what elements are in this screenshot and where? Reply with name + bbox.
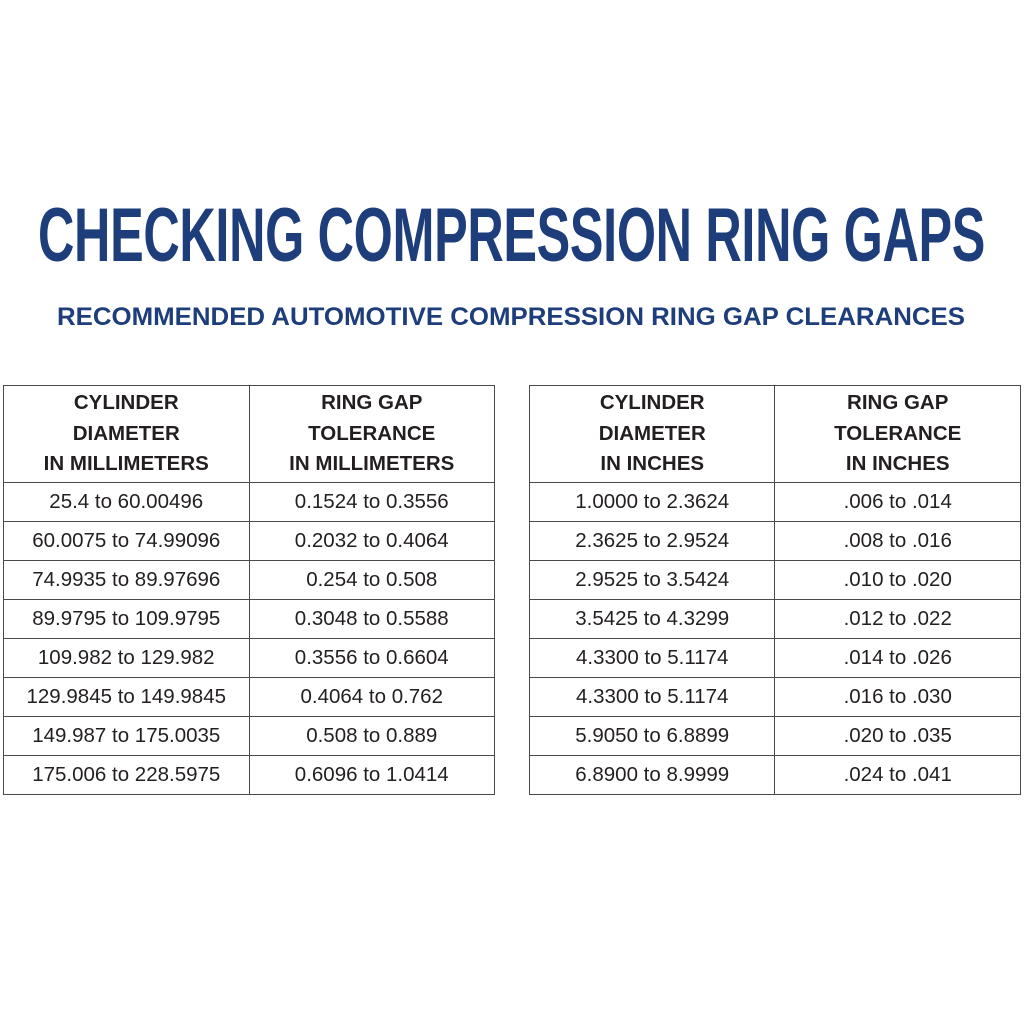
table-row: 3.5425 to 4.3299.012 to .022 <box>528 599 1021 639</box>
inch-table: CYLINDER DIAMETER IN INCHES RING GAP TOLERAN… <box>528 385 1021 795</box>
table-row: 109.982 to 129.982 0.3556 to 0.6604 <box>3 638 495 678</box>
table-row: 6.8900 to 8.9999.024 to .041 <box>528 755 1021 795</box>
column-header-line: IN INCHES <box>845 452 950 476</box>
cylinder-diameter-cell: 5.9050 to 6.8899 <box>528 716 776 756</box>
ring-gap-tolerance-cell: .020 to .035 <box>774 716 1021 756</box>
page-title: CHECKING COMPRESSION RING GAPS <box>38 196 985 276</box>
table-row: 4.3300 to 5.1174.014 to .026 <box>528 638 1021 678</box>
cylinder-diameter-cell: 175.006 to 228.5975 <box>3 755 250 795</box>
table-row: 2.3625 to 2.9524.008 to .016 <box>528 521 1021 561</box>
header-row: CYLINDER DIAMETER IN INCHES RING GAP TOLERAN… <box>528 385 1021 483</box>
ring-gap-tolerance-cell: .012 to .022 <box>774 599 1021 639</box>
ring-gap-tolerance-cell: 0.254 to 0.508 <box>248 560 495 600</box>
ring-gap-tolerance-cell: 0.2032 to 0.4064 <box>248 521 495 561</box>
cylinder-diameter-cell: 89.9795 to 109.9795 <box>3 599 250 639</box>
column-header-line: CYLINDER <box>599 391 705 415</box>
table-row: 175.006 to 228.5975 0.6096 to 1.0414 <box>3 755 495 795</box>
cylinder-diameter-cell: 2.9525 to 3.5424 <box>528 560 776 600</box>
cylinder-diameter-cell: 25.4 to 60.00496 <box>3 482 250 522</box>
ring-gap-tolerance-cell: .014 to .026 <box>774 638 1021 678</box>
column-header-line: DIAMETER <box>72 421 180 445</box>
column-header-line: RING GAP <box>321 391 423 415</box>
page-subtitle: RECOMMENDED AUTOMOTIVE COMPRESSION RING … <box>57 302 965 332</box>
column-header: CYLINDER DIAMETER IN INCHES <box>528 385 776 483</box>
ring-gap-tolerance-cell: .024 to .041 <box>774 755 1021 795</box>
table-row: 129.9845 to 149.9845 0.4064 to 0.762 <box>3 677 495 717</box>
ring-gap-tolerance-cell: 0.508 to 0.889 <box>248 716 495 756</box>
column-header-line: RING GAP <box>847 391 949 415</box>
cylinder-diameter-cell: 2.3625 to 2.9524 <box>528 521 776 561</box>
cylinder-diameter-cell: 6.8900 to 8.9999 <box>528 755 776 795</box>
table-row: 74.9935 to 89.97696 0.254 to 0.508 <box>3 560 495 600</box>
metric-table: CYLINDER DIAMETER IN MILLIMETERS RING GAP TO… <box>3 385 495 795</box>
cylinder-diameter-cell: 60.0075 to 74.99096 <box>3 521 250 561</box>
table-row: 4.3300 to 5.1174.016 to .030 <box>528 677 1021 717</box>
table-row: 149.987 to 175.0035 0.508 to 0.889 <box>3 716 495 756</box>
ring-gap-tolerance-cell: .006 to .014 <box>774 482 1021 522</box>
column-header-line: DIAMETER <box>598 421 706 445</box>
table-row: 1.0000 to 2.3624.006 to .014 <box>528 482 1021 522</box>
column-header-line: IN MILLIMETERS <box>43 452 209 476</box>
page-title-text: CHECKING COMPRESSION RING GAPS <box>38 193 985 278</box>
ring-gap-tolerance-cell: 0.3556 to 0.6604 <box>248 638 495 678</box>
table-row: 25.4 to 60.00496 0.1524 to 0.3556 <box>3 482 495 522</box>
column-header-line: IN INCHES <box>600 452 705 476</box>
cylinder-diameter-cell: 149.987 to 175.0035 <box>3 716 250 756</box>
column-header: CYLINDER DIAMETER IN MILLIMETERS <box>3 385 250 483</box>
ring-gap-tolerance-cell: 0.6096 to 1.0414 <box>248 755 495 795</box>
table-row: 2.9525 to 3.5424.010 to .020 <box>528 560 1021 600</box>
column-header: RING GAP TOLERANCE IN MILLIMETERS <box>248 385 495 483</box>
cylinder-diameter-cell: 3.5425 to 4.3299 <box>528 599 776 639</box>
header-row: CYLINDER DIAMETER IN MILLIMETERS RING GAP TO… <box>3 385 495 483</box>
table-row: 89.9795 to 109.9795 0.3048 to 0.5588 <box>3 599 495 639</box>
cylinder-diameter-cell: 109.982 to 129.982 <box>3 638 250 678</box>
ring-gap-tolerance-cell: .010 to .020 <box>774 560 1021 600</box>
cylinder-diameter-cell: 74.9935 to 89.97696 <box>3 560 250 600</box>
cylinder-diameter-cell: 4.3300 to 5.1174 <box>528 677 776 717</box>
ring-gap-tolerance-cell: 0.1524 to 0.3556 <box>248 482 495 522</box>
page-subtitle-text: RECOMMENDED AUTOMOTIVE COMPRESSION RING … <box>57 303 965 331</box>
ring-gap-tolerance-cell: 0.4064 to 0.762 <box>248 677 495 717</box>
column-header-line: CYLINDER <box>73 391 179 415</box>
column-header-line: IN MILLIMETERS <box>289 452 455 476</box>
table-row: 60.0075 to 74.99096 0.2032 to 0.4064 <box>3 521 495 561</box>
cylinder-diameter-cell: 1.0000 to 2.3624 <box>528 482 776 522</box>
column-header-line: TOLERANCE <box>834 421 962 445</box>
column-header: RING GAP TOLERANCE IN INCHES <box>774 385 1021 483</box>
column-header-line: TOLERANCE <box>308 421 436 445</box>
cylinder-diameter-cell: 129.9845 to 149.9845 <box>3 677 250 717</box>
table-row: 5.9050 to 6.8899.020 to .035 <box>528 716 1021 756</box>
ring-gap-tolerance-cell: .008 to .016 <box>774 521 1021 561</box>
ring-gap-tolerance-cell: .016 to .030 <box>774 677 1021 717</box>
ring-gap-tolerance-cell: 0.3048 to 0.5588 <box>248 599 495 639</box>
cylinder-diameter-cell: 4.3300 to 5.1174 <box>528 638 776 678</box>
